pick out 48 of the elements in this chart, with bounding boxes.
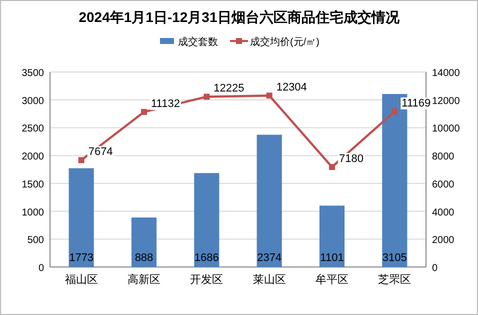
- x-tick-label: 莱山区: [252, 273, 286, 286]
- y-tick-label: 2500: [22, 124, 44, 135]
- bar: [194, 173, 220, 267]
- legend-label: 成交均价(元/㎡): [250, 36, 320, 48]
- y-tick-label: 3000: [22, 96, 44, 107]
- y-tick-label: 500: [27, 235, 44, 246]
- y2-tick-label: 14000: [432, 68, 460, 79]
- y2-tick-label: 8000: [432, 152, 455, 163]
- y2-tick-label: 6000: [432, 179, 455, 190]
- data-label: 7180: [339, 152, 364, 165]
- point: [204, 94, 210, 100]
- legend-label: 成交套数: [178, 36, 218, 48]
- data-label: 11132: [151, 98, 180, 110]
- point: [141, 108, 147, 115]
- data-label: 2374: [257, 252, 282, 264]
- x-tick-label: 开发区: [190, 274, 224, 286]
- x-tick-label: 芝罘区: [378, 273, 412, 286]
- x-tick-label: 牟平区: [316, 273, 348, 286]
- chart-title: 2024年1月1日-12月31日烟台六区商品住宅成交情况: [78, 9, 400, 25]
- y2-tick-label: 4000: [432, 207, 455, 218]
- y2-tick-label: 0: [432, 263, 438, 274]
- point: [329, 164, 335, 170]
- bar: [68, 168, 94, 267]
- y-tick-label: 3500: [22, 68, 44, 79]
- x-tick-label: 福山区: [64, 273, 98, 286]
- bar: [256, 134, 282, 267]
- point: [392, 108, 398, 114]
- data-label: 12225: [214, 82, 244, 95]
- data-label: 12304: [276, 82, 307, 94]
- point: [78, 157, 84, 164]
- x-tick-label: 高新区: [128, 273, 160, 286]
- data-label: 11169: [402, 97, 431, 110]
- y2-tick-label: 12000: [432, 96, 460, 107]
- y2-tick-label: 10000: [432, 124, 460, 135]
- data-label: 3105: [382, 252, 407, 264]
- y-tick-label: 0: [38, 263, 44, 274]
- data-label: 888: [134, 252, 154, 264]
- data-label: 7674: [88, 146, 113, 158]
- y-tick-label: 1500: [22, 179, 44, 190]
- bar: [319, 206, 345, 267]
- data-label: 1773: [69, 252, 94, 264]
- bar: [131, 218, 157, 267]
- y2-tick-label: 2000: [432, 235, 455, 246]
- point: [266, 92, 272, 99]
- data-label: 1686: [194, 252, 219, 264]
- y-tick-label: 1000: [22, 207, 44, 218]
- data-label: 1101: [320, 252, 344, 264]
- y-tick-label: 2000: [22, 152, 44, 163]
